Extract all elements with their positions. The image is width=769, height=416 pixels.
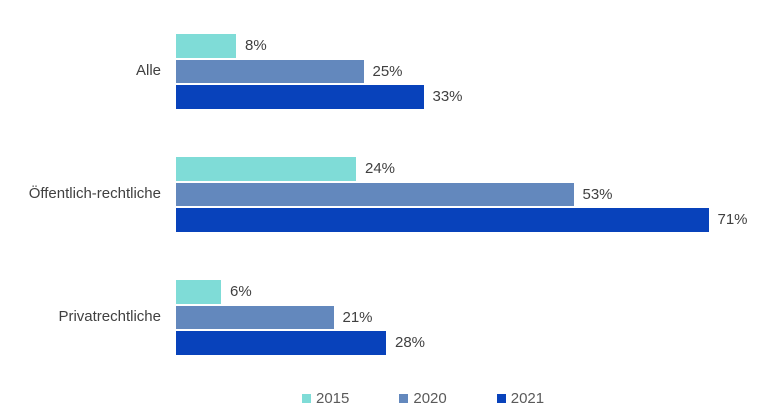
bar-row: 8%: [176, 34, 769, 58]
bar-row: 25%: [176, 59, 769, 83]
value-label: 25%: [372, 62, 403, 80]
bar-2015: [176, 157, 356, 181]
legend-item-2021: 2021: [496, 390, 545, 407]
bar-2020: [176, 182, 574, 206]
value-label: 8%: [245, 37, 267, 55]
bar-row: 28%: [176, 331, 769, 355]
bar-stack: 24% 53% 71%: [176, 157, 769, 232]
value-label: 53%: [582, 185, 613, 203]
legend-item-2020: 2020: [399, 390, 447, 407]
value-label: 21%: [342, 308, 373, 326]
value-label: 71%: [717, 211, 748, 229]
category-label: Privatrechtliche: [58, 308, 161, 325]
bar-stack: 6% 21% 28%: [176, 280, 769, 355]
bar-row: 6%: [176, 280, 769, 304]
value-label: 28%: [395, 334, 426, 352]
bar-row: 71%: [176, 208, 769, 232]
bar-row: 24%: [176, 157, 769, 181]
legend-item-2015: 2015: [302, 390, 349, 407]
bar-2020: [176, 305, 334, 329]
legend-swatch-icon: [399, 394, 409, 403]
value-label: 24%: [365, 160, 396, 178]
value-label: 6%: [230, 283, 252, 301]
bar-group-2: Öffentlich-rechtliche 24% 53% 71%: [0, 157, 769, 232]
bar-group-1: Alle 8% 25% 33%: [0, 34, 769, 109]
legend-swatch-icon: [496, 394, 506, 403]
bar-2021: [176, 85, 424, 109]
legend: 2015 2020 2021: [302, 390, 544, 407]
category-label: Alle: [135, 62, 161, 79]
bar-row: 33%: [176, 85, 769, 109]
bar-2021: [176, 331, 386, 355]
bar-2015: [176, 280, 221, 304]
legend-label: 2021: [510, 390, 545, 407]
bar-2020: [176, 59, 364, 83]
legend-label: 2020: [413, 390, 447, 407]
bar-row: 21%: [176, 305, 769, 329]
legend-label: 2015: [316, 390, 350, 407]
bar-row: 53%: [176, 182, 769, 206]
bar-2015: [176, 34, 236, 58]
bar-group-3: Privatrechtliche 6% 21% 28%: [0, 280, 769, 355]
category-label: Öffentlich-rechtliche: [28, 185, 161, 202]
bar-2021: [176, 208, 709, 232]
legend-swatch-icon: [302, 394, 311, 403]
value-label: 33%: [432, 88, 463, 106]
bar-stack: 8% 25% 33%: [176, 34, 769, 109]
